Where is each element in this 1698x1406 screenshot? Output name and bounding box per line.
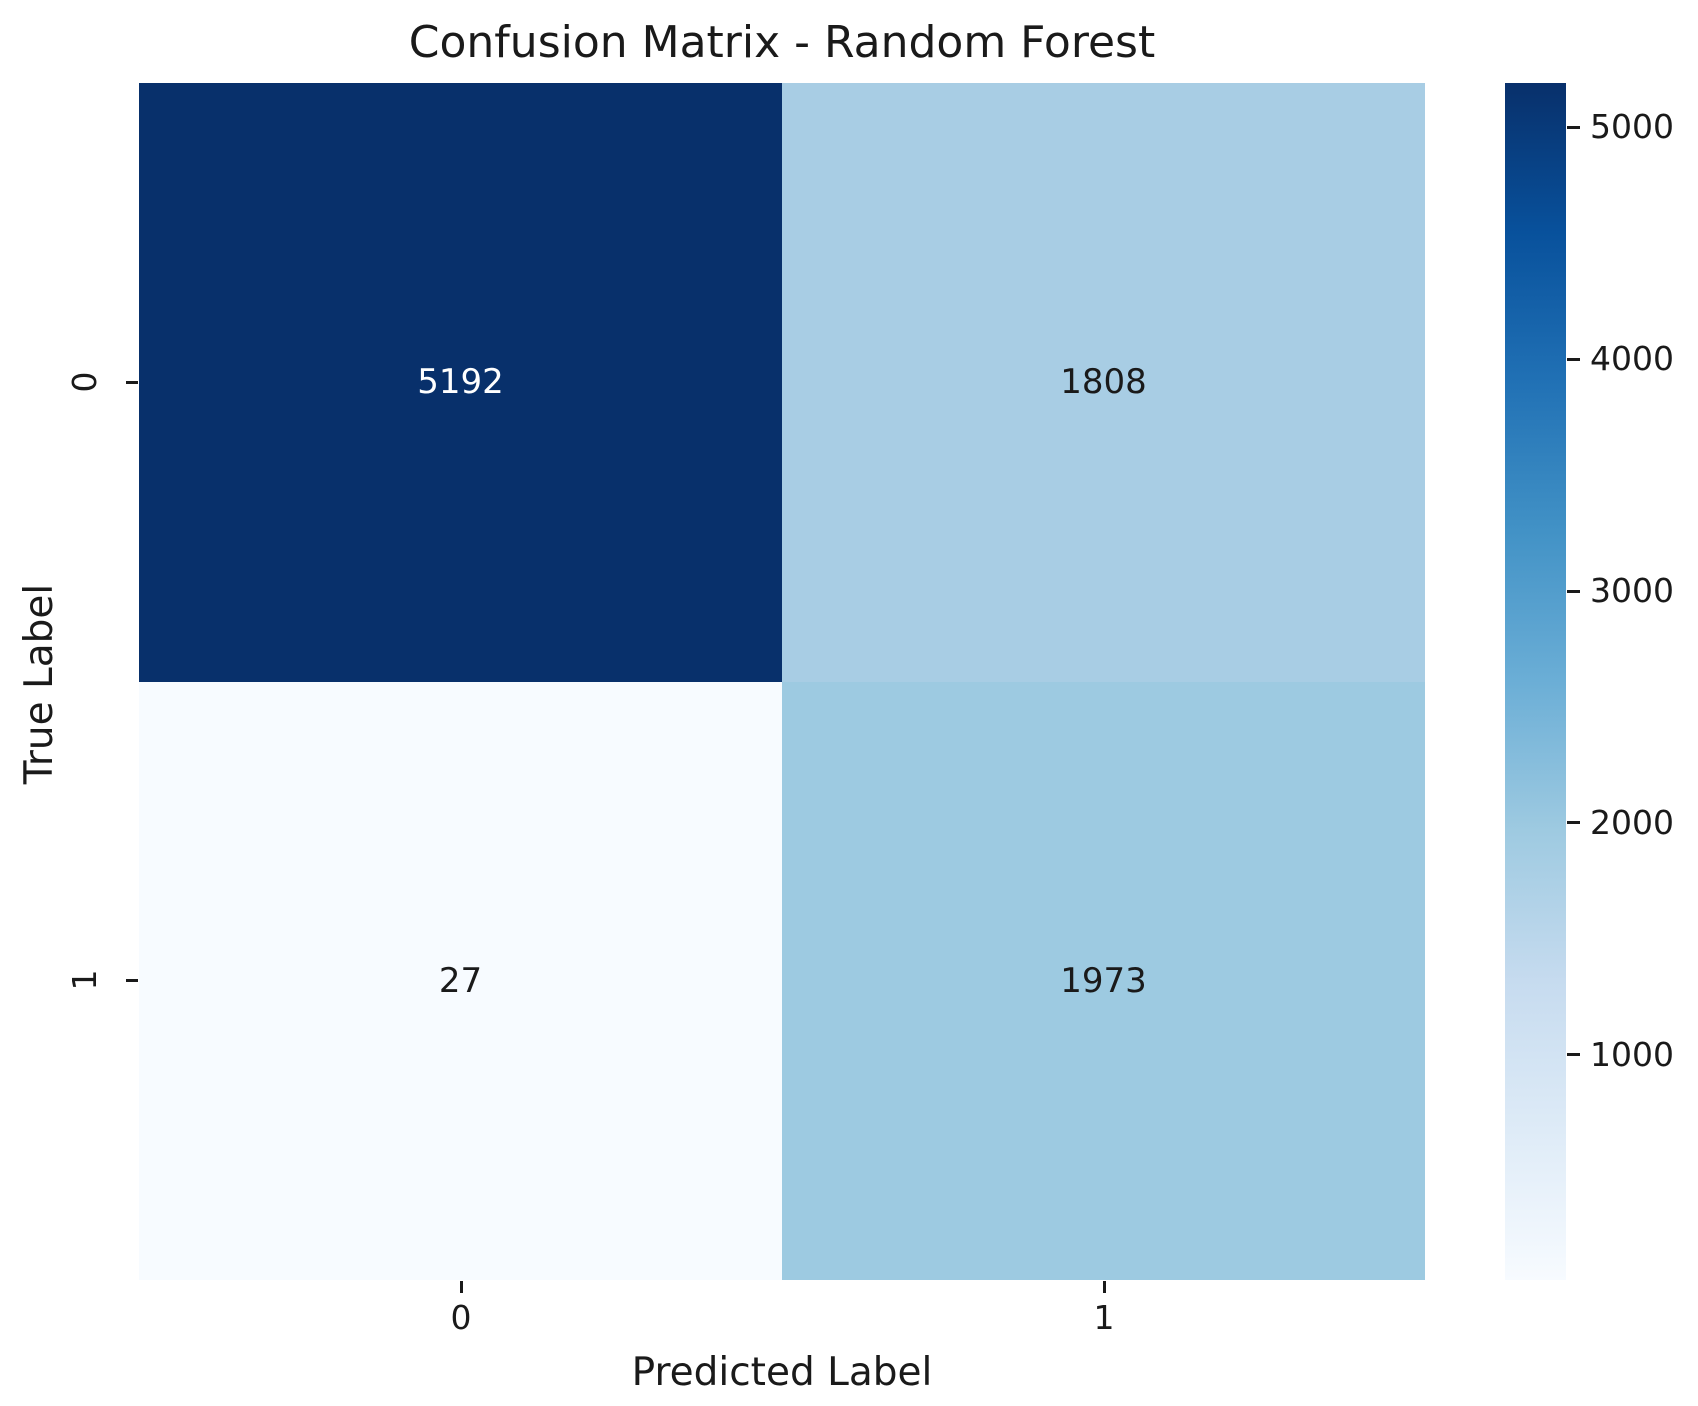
colorbar-tick-mark-2000 xyxy=(1567,821,1580,825)
colorbar-tick-label-4000: 4000 xyxy=(1590,339,1674,379)
colorbar-tick-label-2000: 2000 xyxy=(1590,802,1674,842)
heatmap-cell-true0-pred1: 1808 xyxy=(782,83,1425,682)
colorbar-tick-label-3000: 3000 xyxy=(1590,571,1674,610)
heatmap-cell-true0-pred0: 5192 xyxy=(139,83,782,682)
colorbar-tick-label-1000: 1000 xyxy=(1590,1034,1674,1074)
y-tick-label-1: 1 xyxy=(65,969,104,991)
heatmap-grid: 5192 1808 27 1973 xyxy=(139,83,1425,1280)
x-tick-mark-0 xyxy=(460,1281,463,1293)
colorbar-tick-mark-3000 xyxy=(1567,589,1580,593)
colorbar xyxy=(1505,83,1566,1280)
colorbar-tick-label-5000: 5000 xyxy=(1590,107,1674,147)
colorbar-tick-mark-4000 xyxy=(1567,357,1580,361)
y-axis-label: True Label xyxy=(17,583,62,785)
heatmap-cell-true1-pred1: 1973 xyxy=(782,681,1425,1280)
heatmap-cell-true1-pred0: 27 xyxy=(139,681,782,1280)
x-tick-label-0: 0 xyxy=(450,1298,472,1337)
y-tick-mark-1 xyxy=(126,979,138,982)
x-tick-label-1: 1 xyxy=(1093,1298,1115,1337)
chart-title: Confusion Matrix - Random Forest xyxy=(408,17,1156,68)
colorbar-tick-mark-1000 xyxy=(1567,1053,1580,1056)
y-tick-mark-0 xyxy=(126,381,138,384)
x-axis-label: Predicted Label xyxy=(631,1350,933,1395)
x-tick-mark-1 xyxy=(1103,1281,1106,1293)
y-tick-label-0: 0 xyxy=(65,371,104,393)
colorbar-tick-mark-5000 xyxy=(1567,125,1580,129)
